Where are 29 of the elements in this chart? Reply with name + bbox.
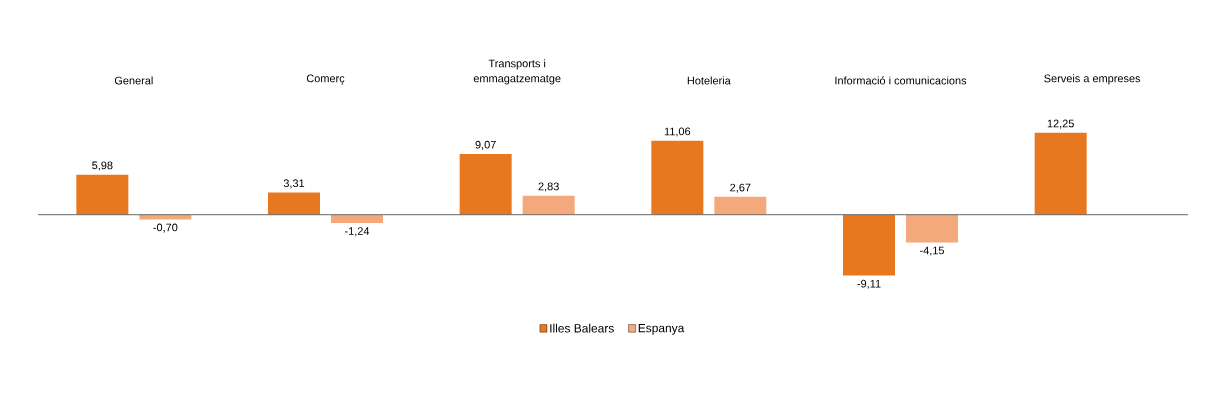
data-label: -0,70	[153, 223, 178, 233]
data-label: 2,83	[538, 182, 559, 192]
bar	[459, 154, 512, 215]
data-label: 5,98	[92, 161, 113, 171]
bar	[714, 196, 767, 215]
x-tick-label: Hoteleria	[687, 76, 731, 85]
data-label: 12,25	[1047, 119, 1074, 129]
x-tick-label: Transports i emmagatzematge	[473, 59, 561, 85]
bar	[268, 192, 321, 215]
bar	[906, 214, 959, 243]
bar	[651, 140, 704, 215]
x-tick-label: Comerç	[306, 74, 345, 85]
bar	[76, 174, 129, 215]
x-tick-label: Informació i comunicacions	[835, 76, 967, 85]
data-label: -4,15	[920, 246, 945, 256]
data-label: -9,11	[857, 279, 881, 289]
data-label: 11,06	[664, 127, 691, 137]
x-tick-label: General	[114, 76, 153, 85]
legend-label: Espanya	[638, 323, 685, 335]
data-label: 9,07	[475, 140, 496, 150]
legend-label: Illes Balears	[550, 323, 614, 333]
data-label: 3,31	[283, 179, 305, 189]
bar	[843, 214, 896, 276]
data-label: 2,67	[730, 183, 751, 193]
bar	[1034, 132, 1087, 215]
bar	[522, 195, 575, 215]
x-tick-label: Serveis a empreses	[1044, 74, 1141, 85]
data-label: -1,24	[345, 227, 370, 237]
bar	[331, 214, 384, 223]
